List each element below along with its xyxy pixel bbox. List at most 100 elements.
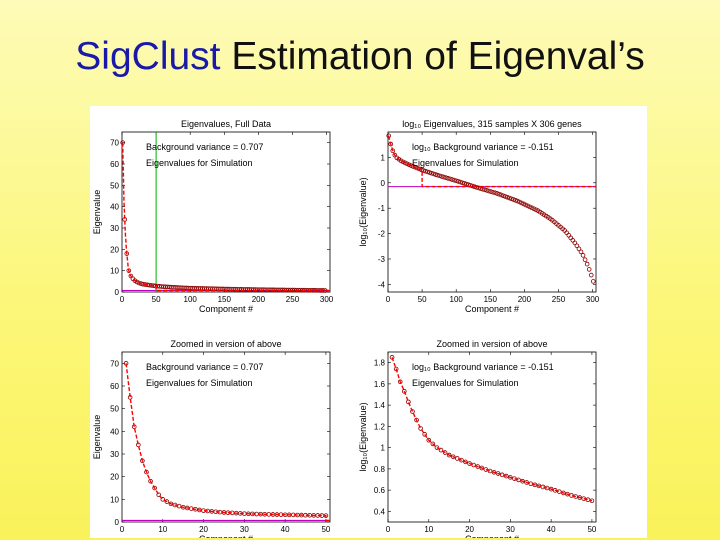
data-point-br bbox=[422, 432, 428, 437]
axes-frame-tl bbox=[121, 131, 331, 293]
y-axis-label-tl: Eigenvalue bbox=[92, 190, 102, 235]
axes-frame-br bbox=[387, 351, 597, 523]
data-point-tr bbox=[509, 196, 514, 202]
data-point-bl bbox=[160, 497, 166, 502]
data-point-tr bbox=[419, 167, 424, 173]
data-point-tr bbox=[576, 246, 582, 252]
y-tick-label-br: 0.4 bbox=[374, 507, 386, 516]
data-point-tr bbox=[488, 189, 494, 194]
data-point-br bbox=[410, 409, 415, 414]
x-tick-label-br: 0 bbox=[386, 525, 391, 534]
data-point-tr bbox=[406, 162, 412, 168]
y-tick-label-bl: 30 bbox=[110, 450, 119, 459]
legend-label-bl: Eigenvalues for Simulation bbox=[146, 378, 253, 388]
x-axis-label-tl: Component # bbox=[199, 304, 253, 314]
x-tick-label-br: 40 bbox=[547, 525, 556, 534]
y-tick-label-br: 1.6 bbox=[374, 380, 386, 389]
x-tick-label-tr: 300 bbox=[586, 295, 600, 304]
data-point-tr bbox=[496, 191, 502, 197]
x-axis-label-br: Component # bbox=[465, 534, 519, 538]
data-point-tr bbox=[412, 165, 418, 170]
x-tick-label-bl: 50 bbox=[321, 525, 330, 534]
data-point-tr bbox=[449, 177, 455, 182]
data-point-br bbox=[459, 457, 464, 463]
data-point-tr bbox=[584, 261, 590, 267]
data-point-tr bbox=[410, 164, 416, 169]
data-point-br bbox=[455, 456, 460, 461]
x-tick-label-bl: 40 bbox=[281, 525, 290, 534]
data-point-tr bbox=[582, 257, 588, 263]
data-point-tr bbox=[441, 174, 447, 180]
data-point-tr bbox=[433, 172, 439, 177]
legend-label-br: Eigenvalues for Simulation bbox=[412, 378, 519, 388]
data-point-bl bbox=[164, 499, 170, 504]
y-tick-label-bl: 70 bbox=[110, 359, 119, 368]
x-tick-label-br: 20 bbox=[465, 525, 474, 534]
data-point-tr bbox=[429, 170, 434, 176]
y-axis-label-tr: log₁₀(Eigenvalue) bbox=[358, 177, 368, 246]
data-point-tr bbox=[453, 178, 459, 184]
x-tick-label-tr: 50 bbox=[418, 295, 427, 304]
axes-title-tr: log₁₀ Eigenvalues, 315 samples X 306 gen… bbox=[402, 119, 582, 129]
x-tick-label-br: 10 bbox=[424, 525, 433, 534]
y-tick-label-tl: 20 bbox=[110, 245, 119, 254]
y-tick-label-bl: 0 bbox=[115, 518, 120, 527]
x-tick-label-tl: 100 bbox=[184, 295, 198, 304]
slide-title-highlight: SigClust bbox=[75, 35, 221, 78]
data-point-bl bbox=[168, 501, 174, 507]
data-point-tr bbox=[437, 173, 443, 179]
y-axis-label-br: log₁₀(Eigenvalue) bbox=[358, 402, 368, 471]
data-point-br bbox=[418, 426, 423, 431]
y-tick-label-br: 1.4 bbox=[374, 401, 386, 410]
x-tick-label-bl: 0 bbox=[120, 525, 125, 534]
data-point-tr bbox=[590, 279, 596, 284]
y-tick-label-tr: -2 bbox=[378, 230, 386, 239]
data-point-tr bbox=[462, 181, 467, 186]
x-tick-label-tr: 200 bbox=[518, 295, 532, 304]
data-point-tr bbox=[464, 181, 469, 187]
y-tick-label-tl: 70 bbox=[110, 139, 119, 148]
eigenvalue-plots: 0 50 100 150 200 250 300010203040506070Eigenva… bbox=[92, 119, 600, 538]
x-tick-label-bl: 30 bbox=[240, 525, 249, 534]
legend-label-tl: Eigenvalues for Simulation bbox=[146, 158, 253, 168]
y-tick-label-bl: 60 bbox=[110, 382, 119, 391]
simulation-curve-tr bbox=[388, 135, 596, 188]
data-point-tr bbox=[511, 197, 516, 202]
data-point-tr bbox=[460, 180, 465, 186]
data-point-tr bbox=[568, 235, 574, 241]
y-tick-label-tl: 30 bbox=[110, 224, 119, 233]
axes-frame-tr bbox=[387, 131, 597, 293]
y-tick-label-bl: 40 bbox=[110, 427, 119, 436]
x-tick-label-bl: 10 bbox=[158, 525, 167, 534]
y-tick-label-br: 1.2 bbox=[374, 422, 386, 431]
y-tick-label-tl: 60 bbox=[110, 160, 119, 169]
x-tick-label-tl: 300 bbox=[320, 295, 334, 304]
data-point-tr bbox=[431, 171, 436, 177]
data-point-br bbox=[446, 452, 452, 458]
data-point-br bbox=[442, 450, 448, 455]
slide-title-rest: Estimation of Eigenval’s bbox=[220, 35, 645, 78]
y-tick-label-tl: 40 bbox=[110, 203, 119, 212]
x-tick-label-bl: 20 bbox=[199, 525, 208, 534]
simulation-curve-bl bbox=[125, 363, 330, 522]
axes-frame-bl bbox=[121, 351, 331, 523]
data-point-tr bbox=[498, 192, 504, 198]
legend-label-bl: Background variance = 0.707 bbox=[146, 362, 263, 372]
data-point-tr bbox=[435, 172, 441, 178]
x-tick-label-tl: 250 bbox=[286, 295, 300, 304]
data-point-tr bbox=[482, 187, 488, 193]
legend-label-tl: Background variance = 0.707 bbox=[146, 142, 263, 152]
data-point-tr bbox=[502, 194, 508, 199]
data-point-tr bbox=[494, 191, 500, 196]
data-point-tr bbox=[486, 188, 492, 194]
slide-title: SigClust Estimation of Eigenval’s bbox=[0, 35, 720, 79]
data-point-tr bbox=[588, 272, 594, 278]
data-point-br bbox=[434, 445, 440, 450]
legend-label-br: log₁₀ Background variance = -0.151 bbox=[412, 362, 554, 372]
data-point-tr bbox=[484, 188, 490, 193]
y-tick-label-br: 1.8 bbox=[374, 359, 386, 368]
data-point-tr bbox=[580, 253, 586, 258]
data-point-bl bbox=[152, 485, 157, 491]
y-tick-label-bl: 50 bbox=[110, 405, 119, 414]
x-axis-label-tr: Component # bbox=[465, 304, 519, 314]
